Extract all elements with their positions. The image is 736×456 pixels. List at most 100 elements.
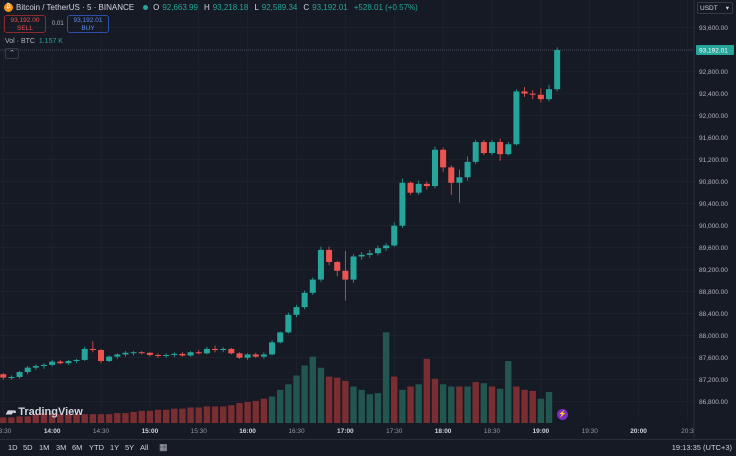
candle [546,84,553,102]
change-value: +528.01 (+0.57%) [353,3,418,12]
volume-bar [171,408,178,423]
candle [24,365,31,375]
range-1m-button[interactable]: 1M [39,443,50,452]
range-1y-button[interactable]: 1Y [110,443,120,452]
candle [497,138,504,161]
candle-body [391,225,398,246]
tradingview-logo[interactable]: ▰▪ TradingView [6,406,83,418]
candle-body [171,353,178,355]
range-5y-button[interactable]: 5Y [125,443,135,452]
volume-bar [211,406,219,423]
candle [179,352,186,357]
volume-bar [114,413,121,423]
candle [399,178,406,228]
price-chart[interactable]: 93,600.0093,200.0092,800.0092,400.0092,0… [0,0,736,439]
candle-body [301,292,308,308]
buy-button[interactable]: 93,192.01 BUY [67,15,109,33]
volume-bar [301,365,308,423]
candle [374,245,381,256]
candle-body [513,91,520,145]
candle-body [187,352,194,356]
time-tick-label: 17:30 [386,428,403,435]
candle [155,353,162,358]
buy-label: BUY [81,25,95,32]
range-all-button[interactable]: All [140,443,149,452]
volume-bar [505,361,512,423]
candle [513,89,520,146]
calendar-icon[interactable]: ▦ [159,442,168,452]
price-tick-label: 88,800.00 [699,289,728,296]
candle-body [114,354,121,357]
candle [529,90,536,100]
candle-body [252,354,259,357]
candle-body [73,359,80,362]
candle-body [195,352,202,354]
volume-bar [146,410,154,423]
currency-selector[interactable]: USDT ▾ [697,2,733,14]
candle [32,364,39,370]
candle-body [260,354,267,357]
volume-bar [285,384,292,423]
candle [114,353,121,359]
volume-bar [244,401,251,423]
time-axis-labels: 13:30 14:00 14:30 15:00 15:30 16:00 16:30 17:00… [0,428,694,435]
volume-bar [309,356,316,423]
collapse-legend-button[interactable]: ⌃ [5,48,19,59]
candle-body [546,89,553,100]
candle [98,348,105,364]
volume-bar [391,376,398,423]
spread-value: 0.01 [52,21,64,27]
range-ytd-button[interactable]: YTD [89,443,104,452]
volume-bar [545,392,553,423]
candle-body [350,256,357,280]
price-tick-label: 90,400.00 [699,201,728,208]
sell-button[interactable]: 93,192.00 SELL [4,15,46,33]
candle-body [179,353,186,356]
volume-legend[interactable]: Vol · BTC 1.157 K [5,38,63,45]
volume-bar [138,410,145,423]
candle [480,139,487,156]
range-5d-button[interactable]: 5D [23,443,33,452]
volume-bar [162,409,170,423]
candle [383,243,390,251]
candle [203,346,210,355]
time-tick-label: 13:30 [0,428,12,435]
symbol-title[interactable]: Bitcoin / TetherUS · 5 · BINANCE [16,3,135,12]
candle-body [212,348,219,351]
range-3m-button[interactable]: 3M [56,443,67,452]
sell-price: 93,192.00 [10,17,40,24]
tradingview-logo-icon: ▰▪ [6,406,16,418]
candle-body [431,149,438,187]
candle [554,47,561,92]
price-axis[interactable] [694,0,736,439]
candle-body [130,352,137,354]
candle [8,375,15,380]
candle [423,181,430,190]
candle [440,147,447,172]
volume-bar [480,383,488,423]
time-tick-label: 16:30 [288,428,305,435]
sell-label: SELL [17,25,33,32]
price-axis-labels: 93,600.0093,200.0092,800.0092,400.0092,0… [699,25,728,406]
event-marker-icon[interactable]: ⚡ [557,409,568,420]
market-status-icon[interactable] [143,5,149,10]
volume-bar [342,380,349,423]
volume-bar [496,388,504,423]
candle [521,87,528,97]
candle [122,351,129,357]
symbol-header[interactable]: ₿ Bitcoin / TetherUS · 5 · BINANCE O 92,6… [4,3,421,12]
volume-bar [407,386,414,423]
time-tick-label: 15:00 [142,428,159,435]
range-1d-button[interactable]: 1D [8,443,18,452]
close-value: 93,192.01 [312,3,348,12]
range-6m-button[interactable]: 6M [72,443,83,452]
volume-bar [260,398,268,423]
volume-bar [382,332,390,423]
volume-bar [179,408,186,423]
candle [505,142,512,156]
candle [40,363,47,369]
candle [537,88,544,103]
volume-bar [32,414,40,423]
candle [65,359,72,365]
clock-display[interactable]: 19:13:35 (UTC+3) [671,443,732,452]
